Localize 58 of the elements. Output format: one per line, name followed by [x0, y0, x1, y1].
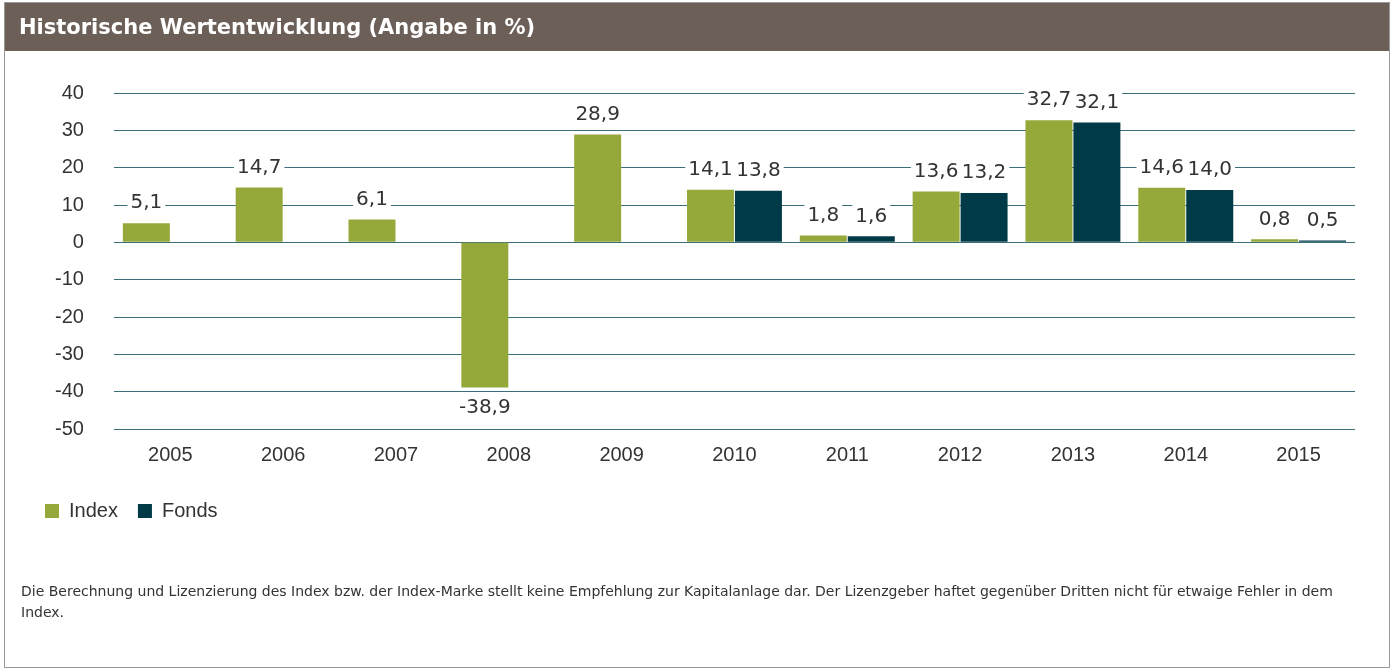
- y-tick-label: 20: [61, 155, 84, 178]
- bar: [235, 187, 283, 242]
- bar: [122, 223, 170, 242]
- data-label: 1,6: [855, 202, 888, 227]
- y-tick-label: 0: [72, 229, 84, 252]
- y-tick-label: -20: [55, 304, 84, 327]
- x-tick-label: 2015: [1276, 442, 1321, 465]
- bar: [1073, 122, 1121, 242]
- x-tick-label: 2012: [937, 442, 983, 465]
- data-label: 0,8: [1258, 205, 1291, 230]
- bar: [734, 190, 782, 242]
- data-label: 0,5: [1306, 206, 1339, 231]
- data-label: 1,8: [807, 201, 840, 226]
- x-tick-label: 2008: [486, 442, 532, 465]
- bar: [799, 235, 847, 242]
- y-tick-label: -10: [55, 267, 84, 290]
- y-tick-label: 30: [61, 117, 84, 140]
- x-tick-label: 2014: [1163, 442, 1209, 465]
- legend-label: Index: [69, 498, 118, 521]
- data-label: 13,2: [961, 159, 1007, 184]
- x-tick-label: 2011: [825, 442, 869, 465]
- data-label: 14,7: [236, 153, 282, 178]
- text: Die Berechnung und Lizenzierung des Index bzw. der Index-Marke stellt keine Empfehlung zur Kapitalanlage dar. Der Lizenzgeber haftet gegenüber Dritten nicht für etwaige Fehler in dem Index.: [21, 582, 1334, 622]
- legend-label: Fonds: [161, 498, 218, 521]
- bar: [1025, 120, 1073, 242]
- data-label: 32,7: [1026, 86, 1072, 111]
- y-tick-label: -30: [55, 341, 84, 364]
- bar: [847, 236, 895, 242]
- x-tick-label: 2013: [1050, 442, 1096, 465]
- x-tick-label: 2009: [599, 442, 644, 465]
- x-tick-label: 2007: [373, 442, 419, 465]
- data-label: 13,8: [736, 157, 781, 182]
- data-label: -38,9: [458, 393, 511, 418]
- data-label: 5,1: [130, 189, 163, 214]
- data-label: 32,1: [1074, 88, 1120, 113]
- data-label: 14,6: [1139, 154, 1185, 179]
- y-tick-label: 10: [61, 192, 84, 215]
- data-label: 13,6: [913, 157, 959, 182]
- y-tick-label: -50: [55, 416, 84, 439]
- bar: [912, 191, 960, 242]
- data-label: 28,9: [575, 100, 620, 125]
- y-tick-label: 40: [61, 80, 84, 103]
- data-label: 14,0: [1187, 156, 1232, 181]
- bar: [960, 193, 1008, 242]
- y-tick-label: -40: [55, 379, 84, 402]
- data-label: 6,1: [356, 185, 388, 210]
- bar: [1138, 187, 1186, 242]
- bar: [574, 134, 622, 242]
- x-tick-label: 2010: [712, 442, 757, 465]
- x-tick-label: 2005: [148, 442, 193, 465]
- bar: [461, 242, 509, 388]
- x-tick-label: 2006: [260, 442, 306, 465]
- bar: [1186, 190, 1234, 242]
- bar: [1251, 239, 1299, 242]
- chart-title: Historische Wertentwicklung (Angabe in %): [5, 3, 1389, 51]
- bar: [686, 189, 734, 242]
- data-label: 14,1: [688, 155, 733, 180]
- bar: [348, 219, 396, 242]
